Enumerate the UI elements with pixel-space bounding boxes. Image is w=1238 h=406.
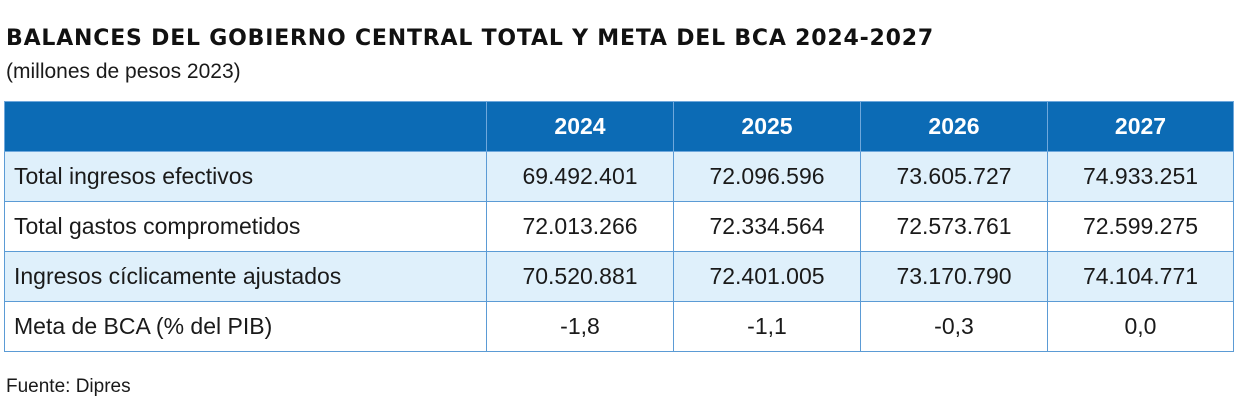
- table-subtitle: (millones de pesos 2023): [6, 60, 241, 83]
- table-cell: 72.599.275: [1047, 201, 1234, 252]
- header-cell-2025: 2025: [673, 101, 861, 152]
- table-cell: 73.605.727: [860, 151, 1048, 202]
- table-cell: 0,0: [1047, 301, 1234, 352]
- header-cell-2027: 2027: [1047, 101, 1234, 152]
- header-cell-2026: 2026: [860, 101, 1048, 152]
- table-cell: -1,8: [486, 301, 674, 352]
- table-title: BALANCES DEL GOBIERNO CENTRAL TOTAL Y ME…: [6, 26, 934, 51]
- table-row: Meta de BCA (% del PIB) -1,8 -1,1 -0,3 0…: [4, 301, 1234, 352]
- balances-table: 2024 2025 2026 2027 Total ingresos efect…: [4, 101, 1234, 352]
- row-label: Ingresos cíclicamente ajustados: [4, 251, 487, 302]
- source-note: Fuente: Dipres: [6, 376, 131, 397]
- row-label: Total ingresos efectivos: [4, 151, 487, 202]
- table-cell: 72.096.596: [673, 151, 861, 202]
- table-cell: 69.492.401: [486, 151, 674, 202]
- table-row: Total ingresos efectivos 69.492.401 72.0…: [4, 151, 1234, 202]
- table-cell: 72.401.005: [673, 251, 861, 302]
- row-label: Meta de BCA (% del PIB): [4, 301, 487, 352]
- table-row: Total gastos comprometidos 72.013.266 72…: [4, 201, 1234, 252]
- table-cell: 74.104.771: [1047, 251, 1234, 302]
- header-row: 2024 2025 2026 2027: [4, 101, 1234, 152]
- table-cell: 72.334.564: [673, 201, 861, 252]
- header-cell-label: [4, 101, 487, 152]
- row-label: Total gastos comprometidos: [4, 201, 487, 252]
- table-cell: 72.573.761: [860, 201, 1048, 252]
- table-cell: 70.520.881: [486, 251, 674, 302]
- table-cell: 73.170.790: [860, 251, 1048, 302]
- table-cell: -1,1: [673, 301, 861, 352]
- header-cell-2024: 2024: [486, 101, 674, 152]
- table-row: Ingresos cíclicamente ajustados 70.520.8…: [4, 251, 1234, 302]
- table-cell: 72.013.266: [486, 201, 674, 252]
- table-cell: -0,3: [860, 301, 1048, 352]
- table-cell: 74.933.251: [1047, 151, 1234, 202]
